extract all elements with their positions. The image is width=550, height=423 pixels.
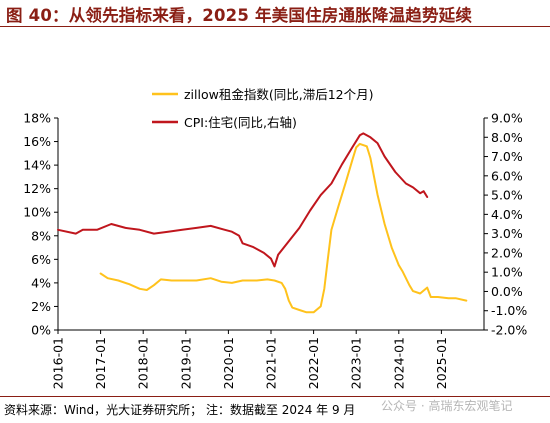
x-tick-label: 2023-01 xyxy=(349,337,364,389)
legend-label-0: zillow租金指数(同比,滞后12个月) xyxy=(184,87,373,102)
y-right-tick-label: -1.0% xyxy=(491,303,527,318)
y-right-tick-label: 8.0% xyxy=(491,130,523,145)
y-right-tick-label: 2.0% xyxy=(491,245,523,260)
legend-label-1: CPI:住宅(同比,右轴) xyxy=(184,115,297,130)
axes: 0% 2% 4% 6% 8% 10% 12% 14% 16% 18% -2.0% -1.0% 0.0% 1… xyxy=(23,111,527,390)
x-tick-label: 2020-01 xyxy=(221,337,236,389)
y-right-tick-label: 1.0% xyxy=(491,265,523,280)
y-left-tick-label: 16% xyxy=(23,134,51,149)
x-tick-label: 2016-01 xyxy=(51,337,66,389)
y-right-tick-label: 0.0% xyxy=(491,284,523,299)
x-tick-label: 2019-01 xyxy=(178,337,193,389)
series-line-0 xyxy=(99,142,468,314)
x-tick-label: 2025-01 xyxy=(434,337,449,389)
y-left-tick-label: 2% xyxy=(31,299,51,314)
source-note: 资料来源：Wind，光大证券研究所； 注：数据截至 2024 年 9 月 xyxy=(4,403,356,417)
y-left-tick-label: 10% xyxy=(23,205,51,220)
y-left-tick-label: 14% xyxy=(23,158,51,173)
y-left-tick-label: 4% xyxy=(31,275,51,290)
footer-rule xyxy=(0,396,550,397)
chart-title: 图 40：从领先指标来看，2025 年美国住房通胀降温趋势延续 xyxy=(6,6,473,25)
y-left-tick-label: 12% xyxy=(23,181,51,196)
y-left-tick-label: 6% xyxy=(31,252,51,267)
x-tick-label: 2017-01 xyxy=(93,337,108,389)
y-right-tick-label: 5.0% xyxy=(491,188,523,203)
y-right-tick-label: 9.0% xyxy=(491,111,523,126)
watermark: 公众号 · 高瑞东宏观笔记 xyxy=(381,399,513,413)
y-right-tick-label: 6.0% xyxy=(491,168,523,183)
y-right-tick-label: -2.0% xyxy=(491,323,527,338)
y-right-tick-label: 7.0% xyxy=(491,149,523,164)
y-right-tick-label: 3.0% xyxy=(491,226,523,241)
title-rule xyxy=(0,26,550,27)
y-left-tick-label: 0% xyxy=(31,323,51,338)
x-tick-label: 2024-01 xyxy=(391,337,406,389)
y-left-tick-label: 18% xyxy=(23,111,51,126)
x-tick-label: 2022-01 xyxy=(306,337,321,389)
series-line-1 xyxy=(57,132,429,268)
y-right-tick-label: 4.0% xyxy=(491,207,523,222)
x-tick-label: 2021-01 xyxy=(264,337,279,389)
chart: 0% 2% 4% 6% 8% 10% 12% 14% 16% 18% -2.0% -1.0% 0.0% 1… xyxy=(23,87,527,390)
series-layer xyxy=(57,132,468,314)
y-left-tick-label: 8% xyxy=(31,228,51,243)
legend: zillow租金指数(同比,滞后12个月) CPI:住宅(同比,右轴) xyxy=(152,87,373,130)
x-tick-label: 2018-01 xyxy=(136,337,151,389)
